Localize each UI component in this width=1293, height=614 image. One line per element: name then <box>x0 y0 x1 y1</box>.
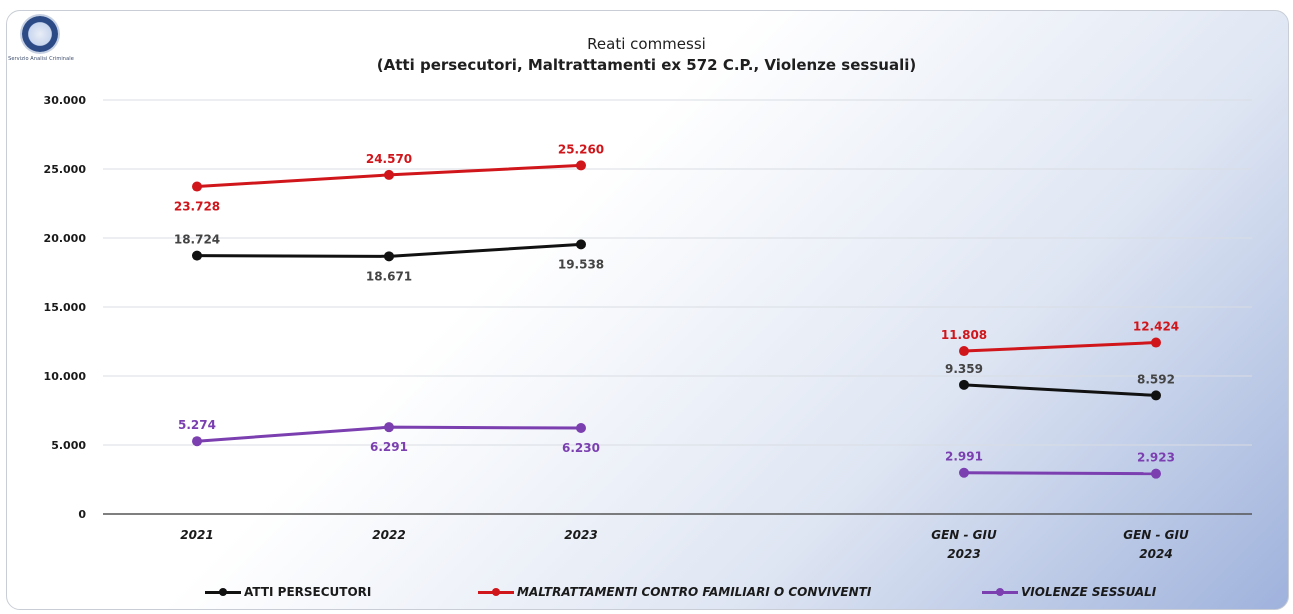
series-2-data-label-3: 2.991 <box>945 450 983 464</box>
x-tick-label-3: GEN - GIU <box>931 528 997 542</box>
series-1-data-label-3: 11.808 <box>941 328 987 342</box>
series-0-data-label-0: 18.724 <box>174 233 220 247</box>
y-tick-label-0: 0 <box>78 508 86 521</box>
legend-swatch-atti <box>205 586 241 598</box>
series-1-data-label-1: 24.570 <box>366 152 412 166</box>
series-0-point-3 <box>959 379 969 390</box>
x-tick-label-2: 2023 <box>564 528 597 542</box>
series-1-point-3 <box>959 346 969 357</box>
legend-swatch-maltrattamenti <box>478 586 514 598</box>
legend-label-violenze: VIOLENZE SESSUALI <box>1021 585 1157 599</box>
series-0-data-label-2: 19.538 <box>558 257 604 271</box>
series-2-data-label-4: 2.923 <box>1137 451 1175 465</box>
y-tick-label-5: 25.000 <box>44 163 87 176</box>
series-1-data-label-4: 12.424 <box>1133 320 1179 334</box>
chart-title-line1: Reati commessi <box>587 35 706 53</box>
series-1-point-1 <box>384 169 394 180</box>
series-0-point-0 <box>192 250 202 261</box>
y-tick-label-2: 10.000 <box>44 370 87 383</box>
x-tick-label-4: GEN - GIU <box>1123 528 1189 542</box>
series-0-line-1 <box>963 383 1157 397</box>
series-2-point-3 <box>959 467 969 478</box>
legend-item-atti: ATTI PERSECUTORI <box>205 585 371 599</box>
y-tick-label-4: 20.000 <box>44 232 87 245</box>
series-1-data-label-0: 23.728 <box>174 200 220 214</box>
series-2-line-1 <box>963 471 1157 476</box>
legend-label-atti: ATTI PERSECUTORI <box>244 585 372 599</box>
x-tick-label-3-line2: 2023 <box>947 547 980 561</box>
x-tick-label-0: 2021 <box>180 528 213 542</box>
legend-label-maltrattamenti: MALTRATTAMENTI CONTRO FAMILIARI O CONVIV… <box>517 585 872 599</box>
chart-title-line2: (Atti persecutori, Maltrattamenti ex 572… <box>376 56 917 74</box>
y-tick-label-1: 5.000 <box>51 439 86 452</box>
series-0-data-label-3: 9.359 <box>945 362 983 376</box>
y-tick-label-3: 15.000 <box>44 301 87 314</box>
series-0-point-2 <box>576 239 586 250</box>
series-2-data-label-1: 6.291 <box>370 440 408 454</box>
series-1-data-label-2: 25.260 <box>558 142 604 156</box>
series-1-point-0 <box>192 181 202 192</box>
series-1-line-1 <box>963 341 1157 353</box>
series-0-data-label-1: 18.671 <box>366 269 412 283</box>
series-0-point-1 <box>384 251 394 262</box>
series-1-point-4 <box>1151 337 1161 348</box>
series-2-data-label-0: 5.274 <box>178 418 216 432</box>
x-tick-label-1: 2022 <box>372 528 405 542</box>
x-tick-label-4-line2: 2024 <box>1139 547 1172 561</box>
chart-frame <box>6 10 1289 610</box>
series-2-point-2 <box>576 423 586 434</box>
legend-swatch-violenze <box>982 586 1018 598</box>
series-2-point-0 <box>192 436 202 447</box>
chart-title: Reati commessi (Atti persecutori, Maltra… <box>0 34 1293 76</box>
agency-logo-icon <box>22 16 58 52</box>
legend-item-violenze: VIOLENZE SESSUALI <box>982 585 1156 599</box>
series-0-data-label-4: 8.592 <box>1137 372 1175 386</box>
y-tick-label-6: 30.000 <box>44 94 87 107</box>
legend-item-maltrattamenti: MALTRATTAMENTI CONTRO FAMILIARI O CONVIV… <box>478 585 871 599</box>
logo-caption: Servizio Analisi Criminale <box>8 56 74 62</box>
series-2-data-label-2: 6.230 <box>562 441 600 455</box>
chart-legend: ATTI PERSECUTORI MALTRATTAMENTI CONTRO F… <box>0 585 1293 605</box>
series-0-point-4 <box>1151 390 1161 401</box>
series-1-point-2 <box>576 160 586 171</box>
series-2-point-4 <box>1151 468 1161 479</box>
series-2-point-1 <box>384 422 394 433</box>
